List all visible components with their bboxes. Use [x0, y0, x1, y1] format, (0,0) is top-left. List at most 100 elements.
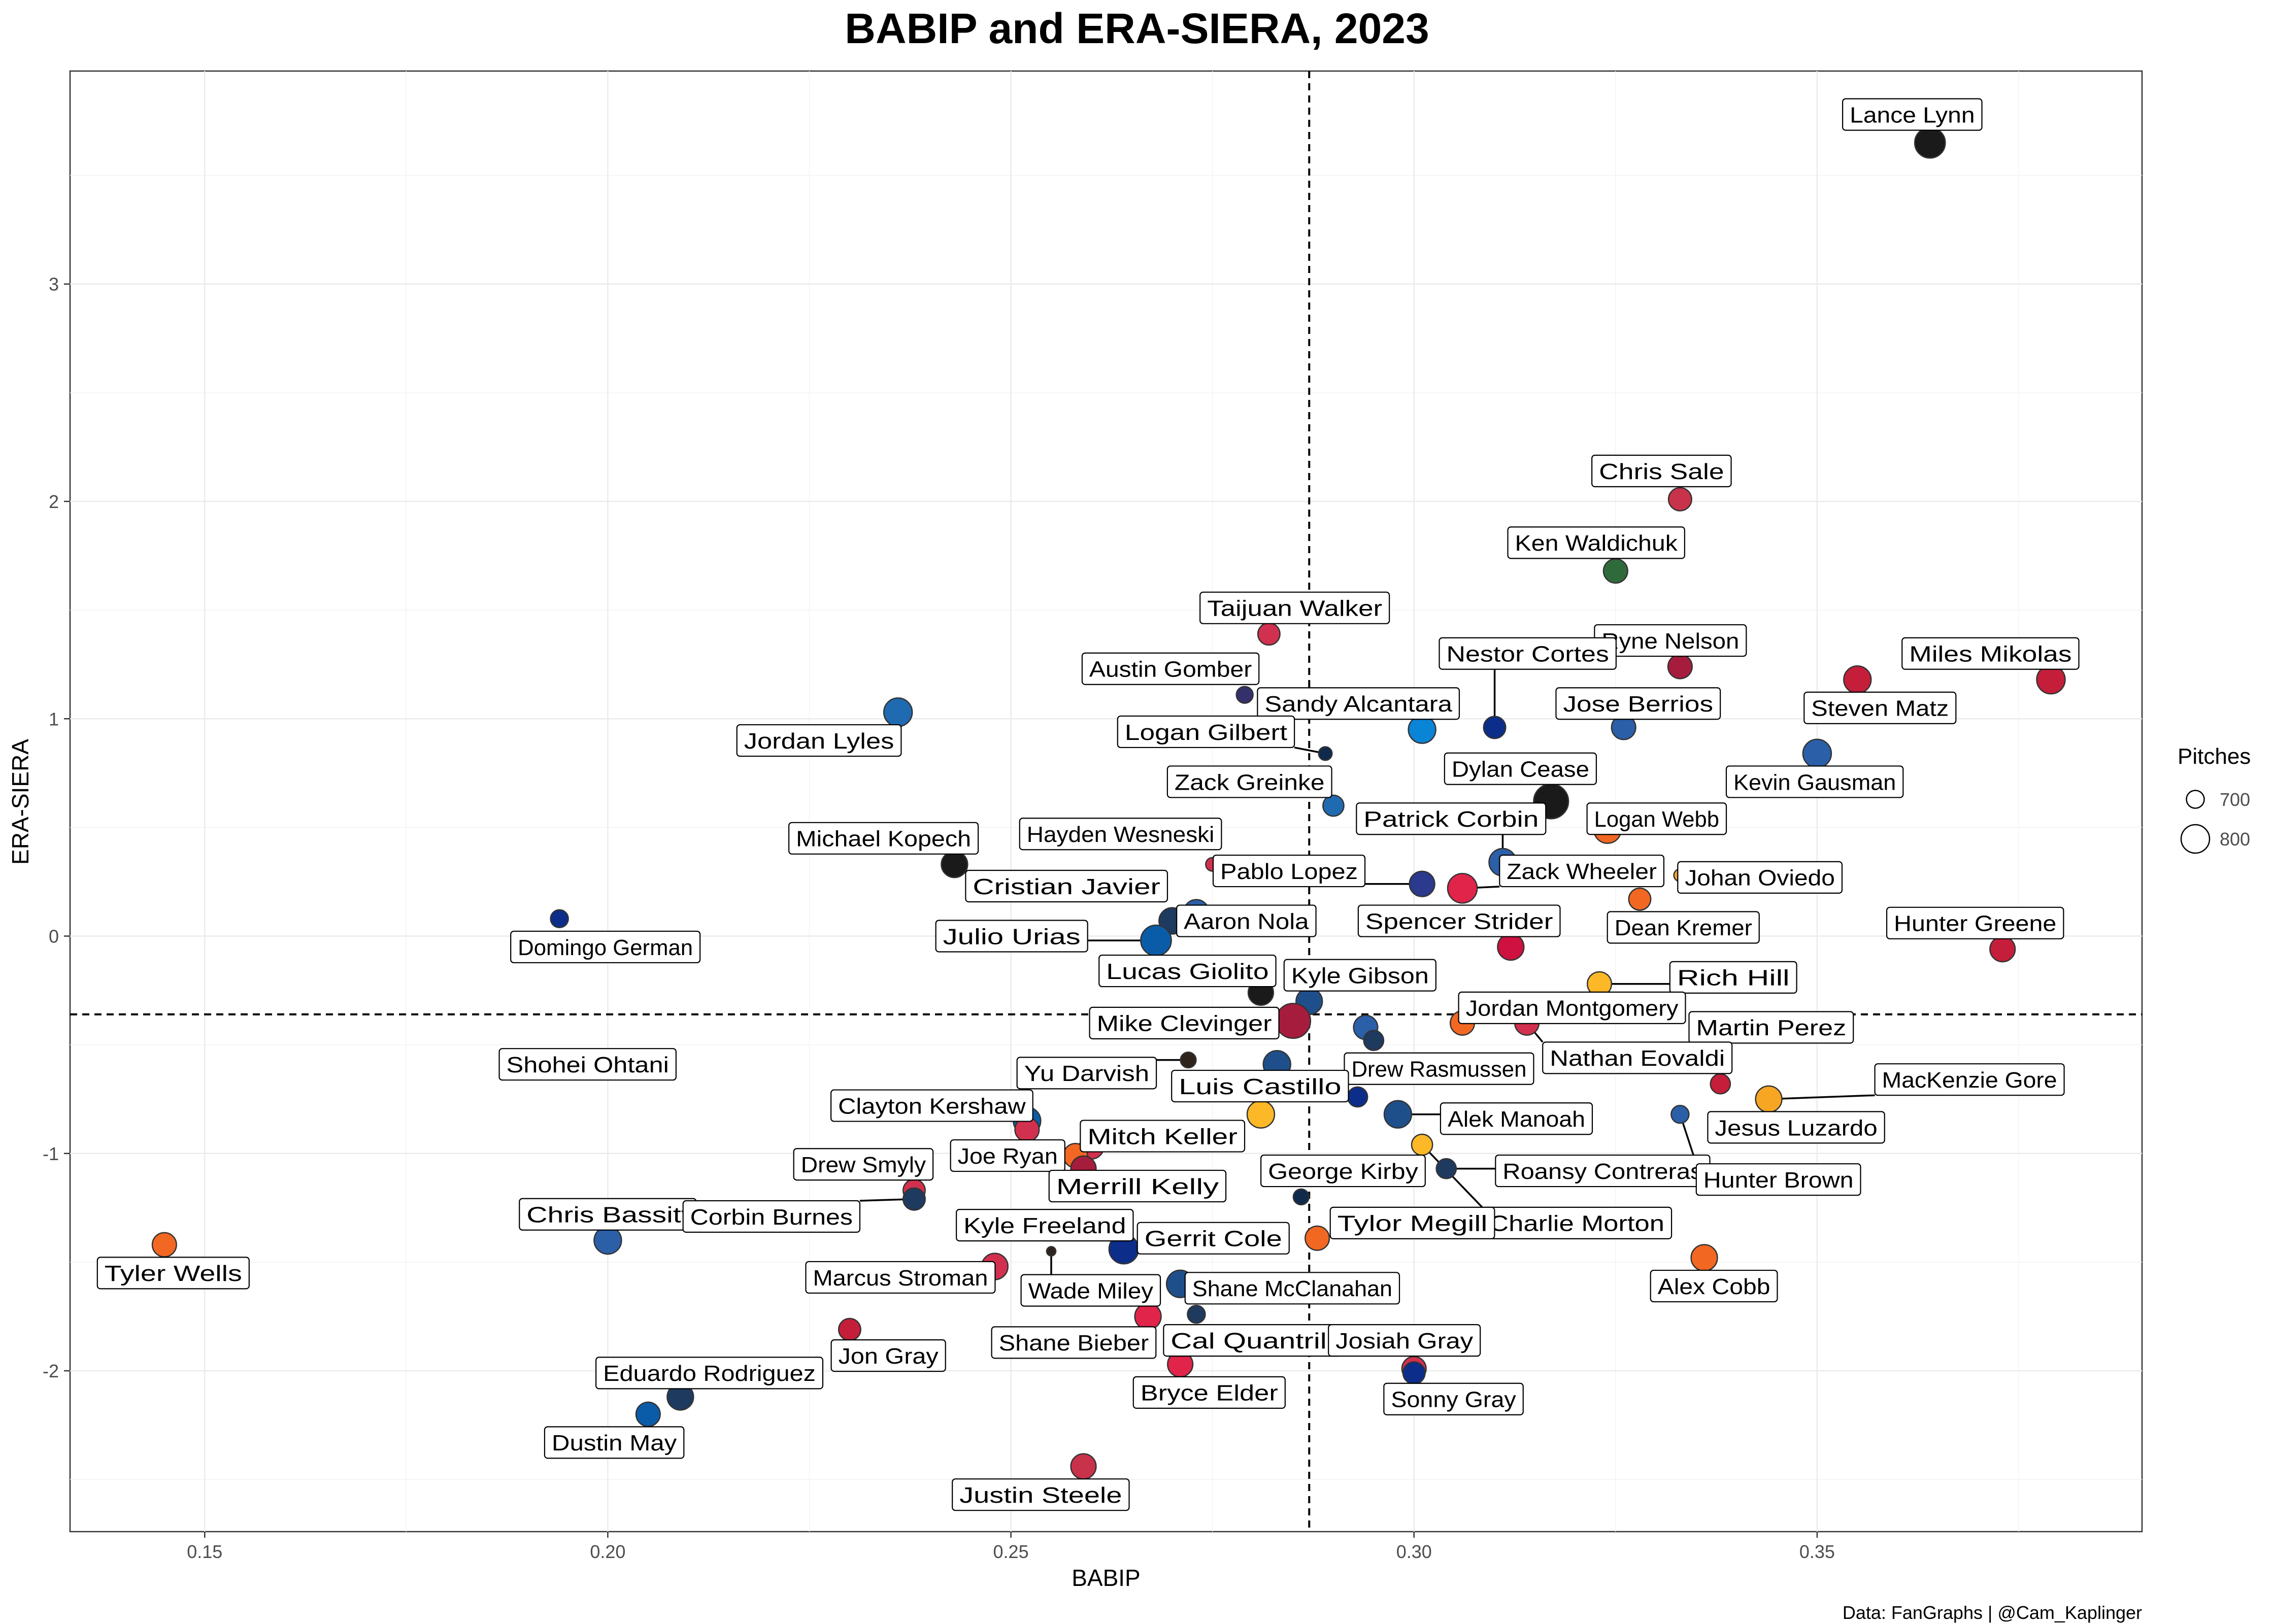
label-text: MacKenzie Gore — [1882, 1068, 2057, 1093]
point-label: Alex Cobb — [1650, 1269, 1778, 1303]
point-label: Jordan Lyles — [736, 724, 902, 757]
grid-major — [70, 71, 2142, 1532]
point-label: Eduardo Rodriguez — [595, 1357, 824, 1390]
leader-line — [1768, 1094, 1875, 1100]
label-box — [682, 1200, 861, 1233]
label-text: Alex Cobb — [1658, 1274, 1770, 1299]
point-label: Jose Berrios — [1555, 687, 1721, 720]
label-text: Spencer Strider — [1365, 909, 1553, 934]
label-text: Aaron Nola — [1184, 909, 1309, 934]
label-text: Kyle Freeland — [963, 1213, 1126, 1238]
point-marker — [1318, 746, 1333, 761]
point-marker — [1802, 738, 1832, 769]
label-text: Johan Oviedo — [1685, 866, 1835, 891]
point-marker — [1483, 716, 1507, 739]
label-text: Lucas Giolito — [1106, 959, 1268, 984]
label-box — [1695, 1163, 1861, 1196]
point-marker — [902, 1187, 926, 1211]
label-box — [1212, 854, 1366, 888]
label-text: Taijuan Walker — [1207, 596, 1382, 621]
point-marker — [883, 697, 913, 727]
point-marker — [1257, 622, 1281, 646]
label-box — [544, 1426, 685, 1459]
point-marker — [1046, 1246, 1057, 1257]
size-legend: Pitches 700 800 — [2178, 744, 2251, 854]
label-box — [830, 1339, 946, 1372]
label-box — [498, 1048, 677, 1081]
point-marker — [1435, 1158, 1457, 1179]
label-box — [950, 1139, 1065, 1172]
point-marker — [1402, 1361, 1426, 1385]
label-text: Dustin May — [552, 1431, 677, 1456]
y-tick-label: 3 — [49, 274, 59, 295]
label-box — [1901, 637, 2080, 670]
label-text: Chris Sale — [1599, 459, 1724, 484]
point-label: Wade Miley — [1020, 1274, 1161, 1307]
point-labels: Lance Lynn Chris Sale Ken Waldichuk Taijuan… — [96, 98, 2080, 1511]
label-text: Jordan Lyles — [744, 729, 894, 754]
point-marker — [1246, 1100, 1276, 1129]
x-axis-title: BABIP — [1072, 1565, 1141, 1591]
label-box — [1542, 1041, 1733, 1074]
point-label: Dylan Cease — [1444, 752, 1597, 785]
label-box — [1886, 906, 2064, 939]
label-box — [1650, 1269, 1778, 1303]
point-label: Logan Webb — [1586, 802, 1727, 835]
point-label: Logan Gilbert — [1117, 715, 1295, 749]
point-label: Nathan Eovaldi — [1542, 1041, 1733, 1074]
label-text: Mike Clevinger — [1097, 1011, 1272, 1036]
label-box — [1591, 454, 1732, 488]
label-box — [991, 1326, 1157, 1359]
label-text: Shane Bieber — [999, 1331, 1149, 1356]
label-box — [965, 869, 1168, 903]
point-label: Hayden Wesneski — [1019, 818, 1222, 851]
y-axis-ticks: -2 -1 0 1 2 3 — [43, 274, 70, 1381]
label-text: Nestor Cortes — [1447, 642, 1609, 667]
label-text: Corbin Burnes — [690, 1205, 853, 1230]
label-text: Zack Wheeler — [1507, 859, 1657, 884]
label-text: Roansy Contreras — [1502, 1159, 1702, 1184]
label-text: Marcus Stroman — [813, 1266, 988, 1291]
point-label: Charlie Morton — [1482, 1206, 1673, 1239]
point-marker — [1667, 654, 1693, 680]
label-box — [96, 1257, 250, 1290]
point-label: Nestor Cortes — [1439, 637, 1617, 670]
point-label: Drew Rasmussen — [1344, 1052, 1534, 1085]
label-text: Yu Darvish — [1024, 1061, 1149, 1086]
point-label: Steven Matz — [1803, 691, 1957, 724]
point-marker — [1755, 1085, 1783, 1113]
label-text: Kyle Gibson — [1291, 963, 1429, 988]
point-marker — [1322, 794, 1345, 817]
label-text: Chris Bassitt — [526, 1203, 689, 1228]
label-box — [1171, 1069, 1349, 1103]
point-label: Austin Gomber — [1081, 652, 1260, 685]
label-text: Ryne Nelson — [1601, 629, 1739, 654]
point-label: Johan Oviedo — [1677, 861, 1843, 894]
label-box — [935, 920, 1088, 953]
x-axis-ticks: 0.15 0.20 0.25 0.30 0.35 — [187, 1532, 1835, 1562]
point-label: Mitch Keller — [1080, 1120, 1246, 1153]
y-tick-label: 1 — [49, 708, 59, 729]
point-label: Josiah Gray — [1328, 1324, 1481, 1357]
point-marker — [151, 1232, 177, 1258]
x-tick-label: 0.25 — [993, 1541, 1029, 1562]
label-text: Michael Kopech — [796, 827, 971, 852]
label-box — [1132, 1376, 1286, 1409]
label-text: Nathan Eovaldi — [1550, 1046, 1725, 1071]
point-label: Miles Mikolas — [1901, 637, 2080, 670]
point-label: Martin Perez — [1688, 1011, 1854, 1044]
label-box — [1356, 802, 1547, 835]
point-label: Domingo German — [510, 930, 701, 964]
point-label: Pablo Lopez — [1212, 854, 1366, 888]
label-text: Kevin Gausman — [1733, 770, 1896, 795]
label-box — [1283, 959, 1436, 992]
point-label: Justin Steele — [952, 1478, 1130, 1511]
label-text: Jesus Luzardo — [1715, 1115, 1877, 1140]
label-text: Tyler Wells — [105, 1261, 242, 1286]
point-marker — [1667, 487, 1692, 512]
label-box — [1260, 1154, 1426, 1188]
label-box — [510, 930, 701, 964]
point-label: Michael Kopech — [788, 822, 979, 855]
label-box — [1117, 715, 1295, 749]
label-text: Logan Webb — [1594, 807, 1719, 832]
